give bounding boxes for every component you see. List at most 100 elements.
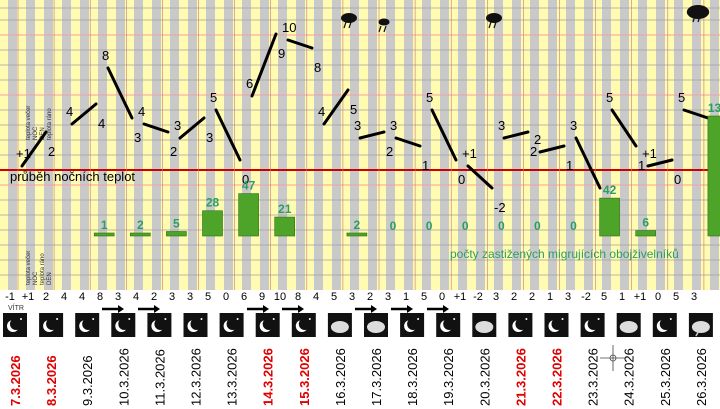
temperature-segment: 44 bbox=[66, 102, 105, 131]
date-label: 24.3.2026 bbox=[622, 348, 637, 406]
column-stripe bbox=[332, 0, 341, 290]
legend-label: NOC bbox=[33, 271, 39, 285]
temperature-segment: 32 bbox=[498, 118, 537, 159]
temperature-label: 1 bbox=[638, 158, 645, 173]
date-label: 10.3.2026 bbox=[116, 348, 131, 406]
wind-arrowhead bbox=[118, 305, 124, 313]
column-stripe bbox=[350, 0, 359, 290]
date-label: 11.3.2026 bbox=[152, 349, 167, 406]
date-labels: 7.3.2026 8.3.2026 9.3.2026 10.3.2026 11.3.20… bbox=[8, 348, 709, 406]
bottom-row-value: 1 bbox=[547, 291, 553, 303]
column-stripe bbox=[170, 0, 179, 290]
cloud-shape bbox=[486, 13, 502, 23]
temperature-label: 4 bbox=[98, 116, 105, 131]
legend-label: teplota ráno bbox=[47, 108, 53, 140]
temperature-label: 1 bbox=[422, 158, 429, 173]
amphibian-count: 2 bbox=[137, 218, 144, 232]
column-stripe bbox=[44, 0, 53, 290]
star-dot bbox=[236, 318, 239, 320]
temperature-label: +1 bbox=[642, 146, 657, 161]
amphibian-bar bbox=[707, 115, 720, 237]
column-stripe bbox=[278, 0, 287, 290]
temperature-label: 5 bbox=[426, 90, 433, 105]
temperature-line bbox=[322, 88, 350, 126]
night-moon-icon bbox=[580, 313, 605, 337]
night-moon-icon bbox=[255, 313, 280, 337]
temperature-line bbox=[610, 108, 638, 148]
bottom-row-value: 8 bbox=[97, 291, 103, 303]
amphibian-caption: počty zastižených migrujících obojživeln… bbox=[450, 247, 679, 261]
moon-shadow bbox=[407, 318, 420, 330]
amphibian-bar bbox=[346, 232, 368, 237]
star-dot bbox=[308, 318, 311, 320]
moon-shadow bbox=[154, 318, 167, 330]
temperature-segment: +1 -2 bbox=[462, 146, 506, 215]
date-label: 8.3.2026 bbox=[44, 355, 59, 406]
wind-arrowhead bbox=[443, 305, 449, 313]
temperature-label: 4 bbox=[138, 104, 145, 119]
moon-shadow bbox=[118, 318, 131, 330]
temperature-label: 3 bbox=[174, 118, 181, 133]
temperature-line bbox=[358, 130, 386, 140]
bottom-row-value: 1 bbox=[619, 291, 625, 303]
storm-cloud-icon bbox=[486, 13, 502, 29]
amphibian-count: 0 bbox=[462, 219, 469, 233]
bottom-row-value: -1 bbox=[5, 291, 15, 303]
moon-shadow bbox=[551, 318, 564, 330]
column-stripe bbox=[422, 0, 431, 290]
temperature-label: 0 bbox=[458, 172, 465, 187]
temperature-segment: 50 bbox=[426, 90, 465, 187]
wind-arrowhead bbox=[407, 305, 413, 313]
bottom-row-value: 6 bbox=[241, 291, 247, 303]
bottom-row-value: 4 bbox=[79, 291, 85, 303]
bottom-row-value: 4 bbox=[313, 291, 319, 303]
temperature-label: 5 bbox=[606, 90, 613, 105]
temperature-label: 6 bbox=[246, 76, 253, 91]
date-label: 18.3.2026 bbox=[405, 348, 420, 406]
date-label: 15.3.2026 bbox=[297, 348, 312, 406]
cloud-shape bbox=[691, 321, 710, 333]
bottom-row-value: 2 bbox=[367, 291, 373, 303]
moon-shadow bbox=[659, 318, 672, 330]
date-label: 19.3.2026 bbox=[441, 348, 456, 406]
temperature-label: 8 bbox=[102, 48, 109, 63]
column-stripe bbox=[674, 0, 683, 290]
partly-cloudy-icon bbox=[364, 313, 388, 337]
bottom-row-value: -2 bbox=[581, 291, 591, 303]
night-moon-icon bbox=[544, 313, 569, 337]
crosshair-cursor bbox=[600, 345, 626, 371]
amphibian-bar bbox=[238, 193, 259, 237]
column-stripe bbox=[494, 0, 503, 290]
star-dot bbox=[669, 318, 672, 320]
legend-bottom: teplota večer NOC teplota ráno DEN bbox=[26, 251, 53, 285]
amphibian-bar bbox=[599, 197, 620, 237]
column-stripe bbox=[458, 0, 467, 290]
storm-cloud-icon bbox=[378, 18, 390, 33]
column-stripe bbox=[296, 0, 305, 290]
amphibian-count: 2 bbox=[354, 218, 361, 232]
column-stripe bbox=[566, 0, 575, 290]
star-dot bbox=[92, 318, 95, 320]
column-stripe bbox=[638, 0, 647, 290]
temperature-label: 3 bbox=[134, 130, 141, 145]
date-label: 26.3.2026 bbox=[694, 348, 709, 406]
temperature-label: 4 bbox=[66, 104, 73, 119]
bottom-row-value: 2 bbox=[511, 291, 517, 303]
amphibian-count: 0 bbox=[534, 219, 541, 233]
temperature-line bbox=[286, 38, 314, 50]
legend-label: teplota večer bbox=[26, 251, 32, 285]
temperature-segment: 10 8 bbox=[282, 20, 321, 75]
bottom-row-value: 2 bbox=[43, 291, 49, 303]
bottom-row-value: 3 bbox=[349, 291, 355, 303]
amphibian-bar bbox=[202, 210, 223, 237]
column-stripe bbox=[386, 0, 395, 290]
temperature-segment: 31 bbox=[390, 118, 429, 173]
star-dot bbox=[597, 318, 600, 320]
night-icon bbox=[3, 313, 27, 337]
bottom-row-value: 5 bbox=[331, 291, 337, 303]
temperature-line bbox=[394, 136, 422, 148]
date-label: 12.3.2026 bbox=[189, 348, 204, 406]
temperature-segment: 51 bbox=[606, 90, 645, 173]
amphibian-count: 0 bbox=[390, 219, 397, 233]
night-moon-icon bbox=[75, 313, 100, 337]
